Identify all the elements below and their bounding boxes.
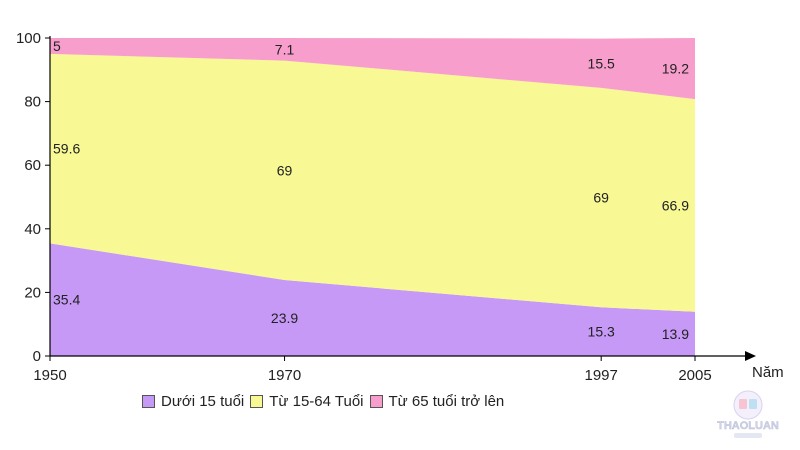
y-tick-label-5: 100: [16, 30, 41, 47]
data-label-s0-1970: 23.9: [271, 310, 298, 326]
x-tick-label-3: 2005: [678, 367, 711, 384]
data-label-s2-2005: 19.2: [662, 61, 689, 77]
area-layers: [50, 38, 695, 356]
legend-label-under-15: Dưới 15 tuổi: [161, 393, 245, 410]
x-tick-label-1: 1970: [268, 367, 301, 384]
area-series-0: [50, 243, 695, 356]
y-tick-label-0: 0: [33, 348, 41, 365]
y-tick-label-3: 60: [24, 157, 41, 174]
y-tick-label-1: 20: [24, 284, 41, 301]
svg-text:THAOLUAN: THAOLUAN: [717, 420, 779, 432]
data-label-s2-1970: 7.1: [275, 41, 295, 57]
data-label-s1-1970: 69: [277, 162, 293, 178]
data-label-s0-1950: 35.4: [53, 292, 80, 308]
y-ticks: 0 20 40 60 80 100: [16, 30, 50, 365]
data-label-s1-1997: 69: [593, 190, 609, 206]
x-tick-label-2: 1997: [584, 367, 617, 384]
data-label-s1-2005: 66.9: [662, 197, 689, 213]
legend-swatch-15-64: [250, 395, 264, 408]
data-labels: 35.4 23.9 15.3 13.9 59.6 69 69 66.9 5 7.1 15.5 19.2: [53, 38, 689, 342]
legend: Dưới 15 tuổi Từ 15-64 Tuổi Từ 65 tuổi tr…: [142, 393, 510, 410]
legend-label-65-plus: Từ 65 tuổi trở lên: [388, 393, 505, 410]
data-label-s1-1950: 59.6: [53, 141, 80, 157]
data-label-s2-1997: 15.5: [588, 55, 615, 71]
x-axis-label: Năm: [752, 364, 784, 381]
data-label-s0-2005: 13.9: [662, 326, 689, 342]
legend-item-65-plus: Từ 65 tuổi trở lên: [369, 393, 505, 410]
axes: Năm: [49, 36, 784, 381]
data-label-s0-1997: 15.3: [588, 324, 615, 340]
x-axis-arrow: [745, 351, 756, 361]
x-tick-label-0: 1950: [33, 367, 66, 384]
legend-swatch-under-15: [142, 395, 155, 408]
area-series-2: [50, 38, 695, 100]
legend-item-under-15: Dưới 15 tuổi: [142, 393, 244, 410]
x-ticks: 1950 1970 1997 2005: [33, 356, 712, 384]
legend-swatch-65-plus: [369, 395, 383, 408]
legend-label-15-64: Từ 15-64 Tuổi: [269, 393, 364, 410]
watermark-logo-icon: THAOLUAN: [717, 390, 779, 438]
area-series-1: [50, 53, 695, 312]
data-label-s2-1950: 5: [53, 38, 61, 54]
legend-item-15-64: Từ 15-64 Tuổi: [250, 393, 364, 410]
y-tick-label-4: 80: [24, 94, 41, 111]
y-tick-label-2: 40: [24, 221, 41, 238]
